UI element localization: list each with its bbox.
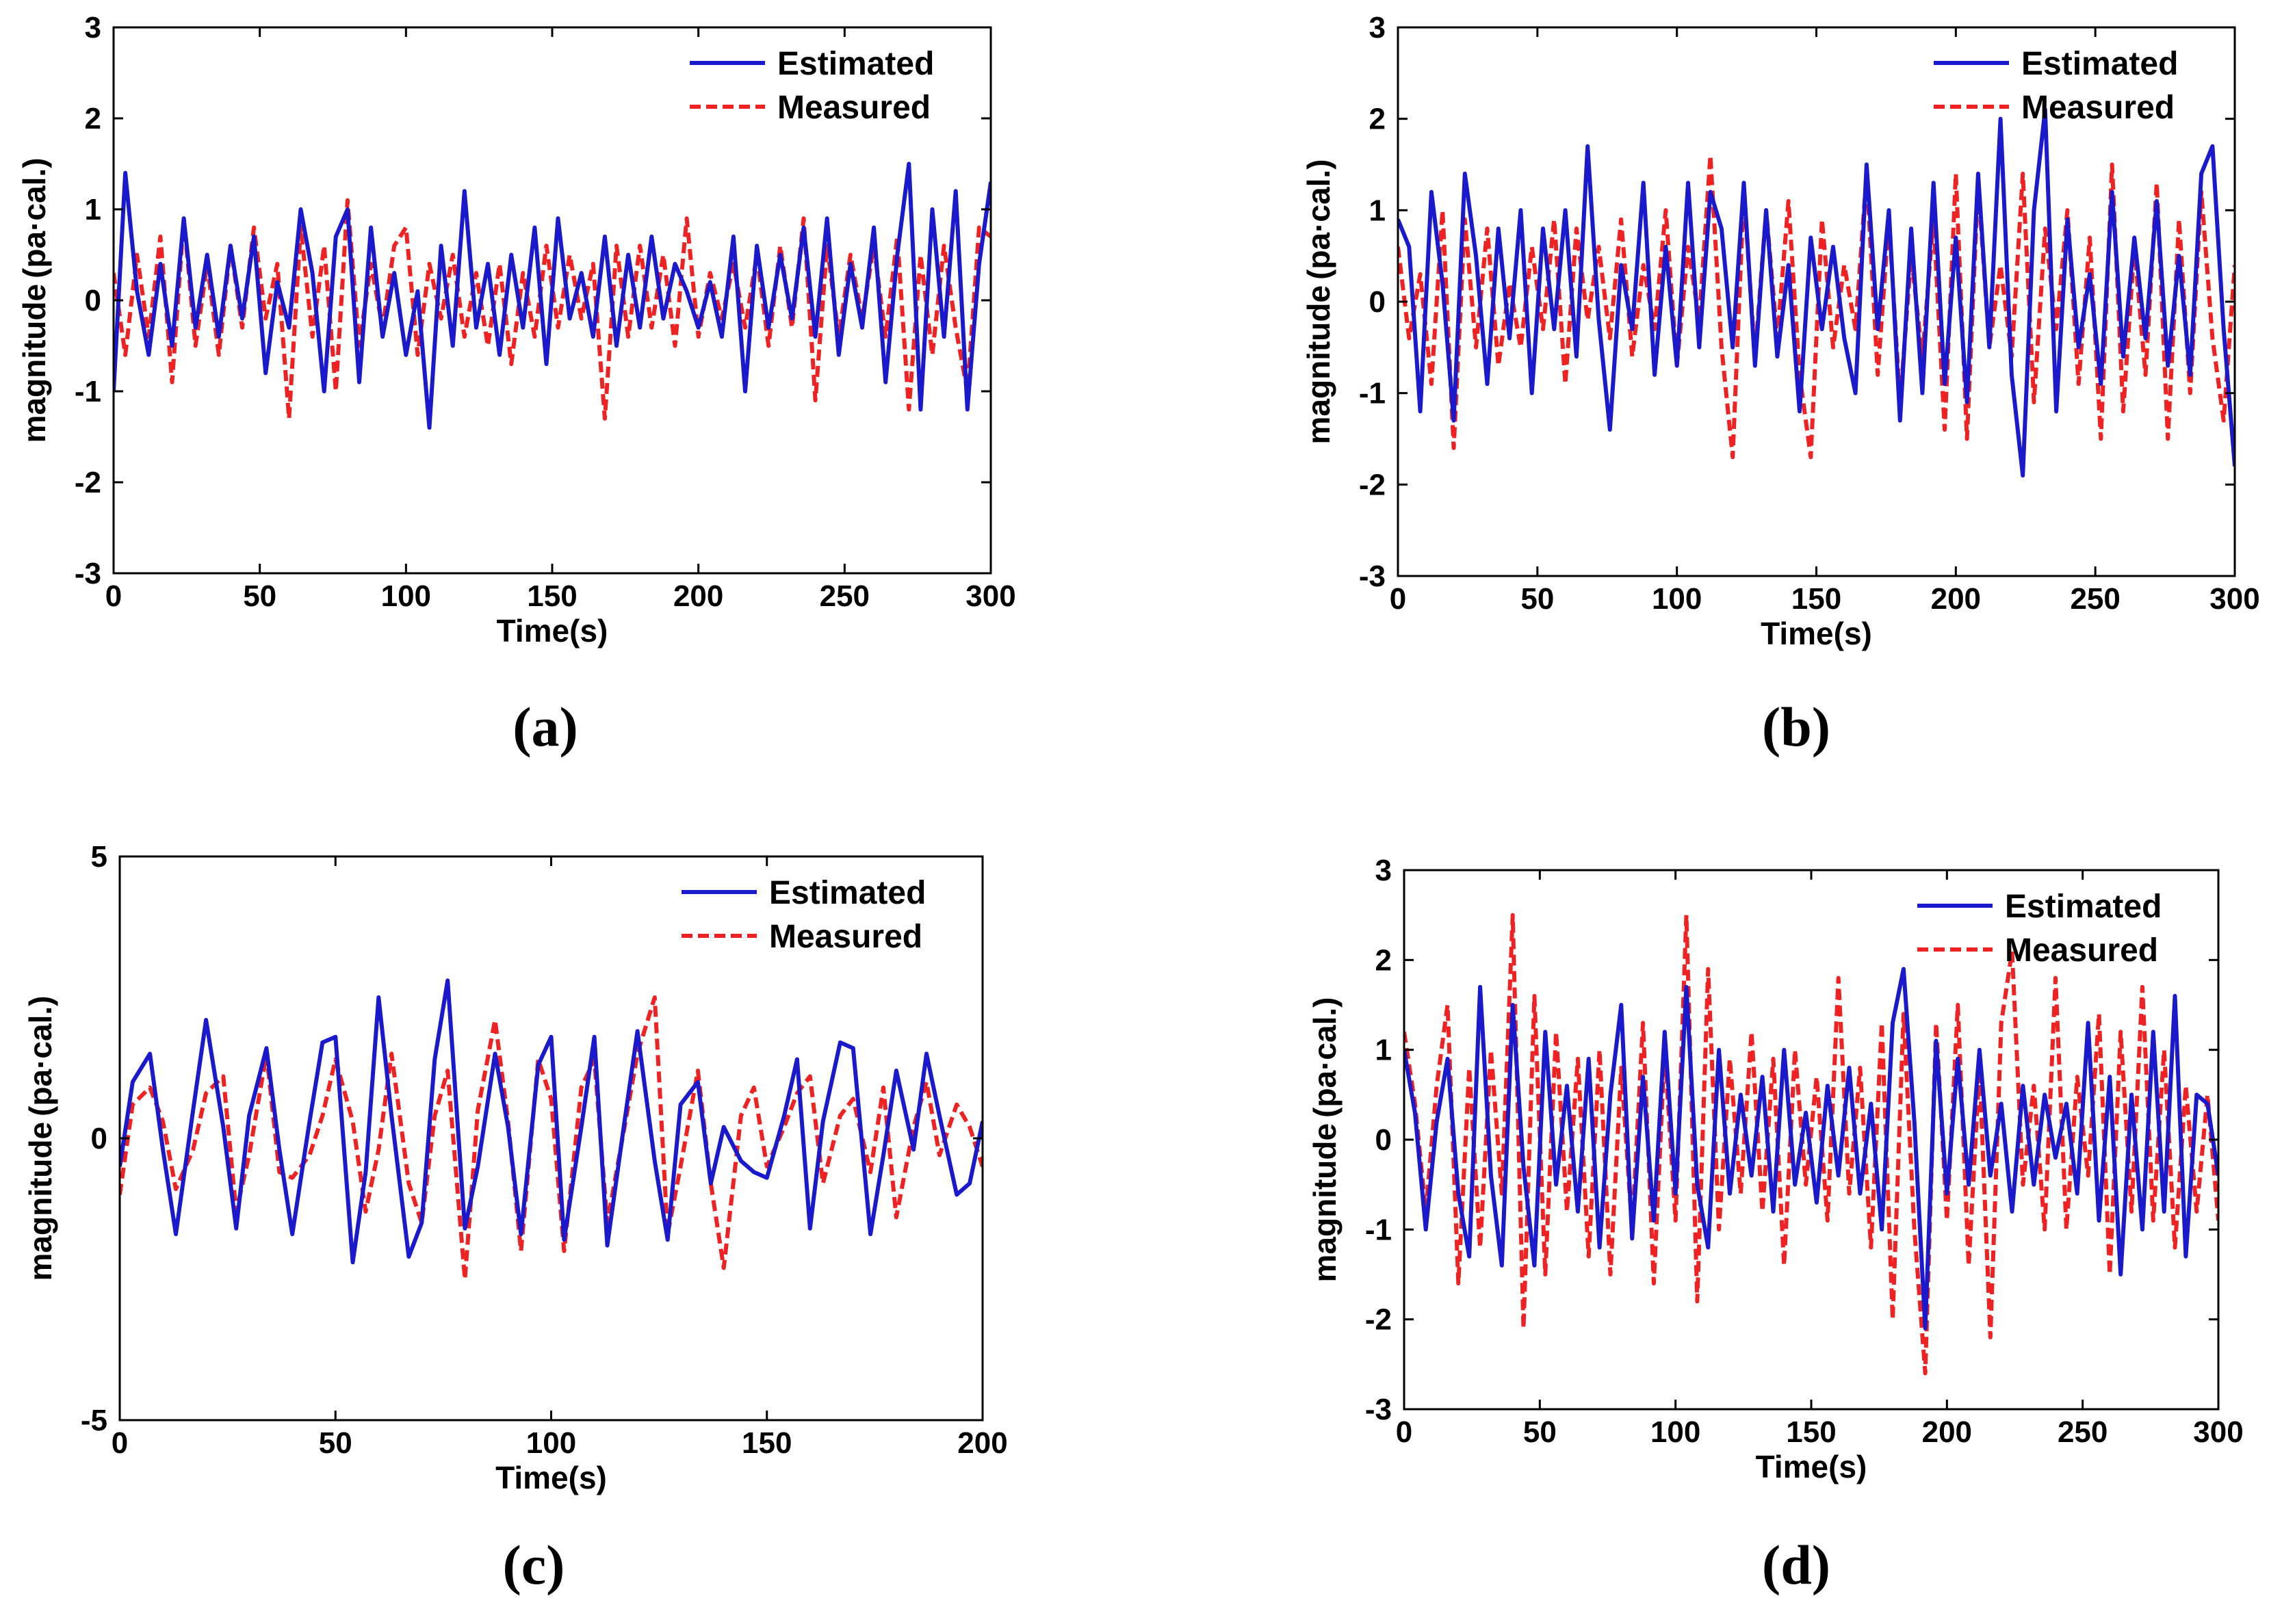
- y-tick-label: -3: [1359, 560, 1386, 593]
- series-line-measured: [1398, 153, 2235, 460]
- x-tick-label: 150: [1786, 1415, 1836, 1449]
- x-tick-label: 50: [319, 1426, 352, 1460]
- x-axis-label: Time(s): [1756, 1449, 1867, 1484]
- x-tick-label: 250: [820, 579, 870, 613]
- series-line-estimated: [1398, 107, 2235, 477]
- y-axis-label: magnitude (pa·cal.): [16, 158, 52, 443]
- chart-panel-d: 0 50 100 150 200 250 300 -3 -2 -1 0 1 2 3 Time(s) magni…: [1307, 854, 2244, 1596]
- panel-caption: (a): [513, 696, 578, 758]
- y-tick-label: 2: [85, 102, 101, 135]
- y-tick-label: 3: [1375, 854, 1392, 887]
- panel-caption: (c): [502, 1534, 565, 1596]
- y-tick-label: -1: [75, 375, 101, 408]
- y-tick-label: -2: [1359, 468, 1386, 501]
- x-tick-label: 250: [2070, 582, 2120, 616]
- y-tick-label: -3: [75, 557, 101, 590]
- y-tick-label: 0: [85, 284, 101, 317]
- x-axis-label: Time(s): [497, 613, 608, 649]
- y-tick-label: 1: [85, 193, 101, 226]
- y-tick-label: 0: [1375, 1123, 1392, 1157]
- y-axis-label-unit: (pa·cal.): [1307, 997, 1343, 1118]
- y-axis-label: magnitude (pa·cal.): [1301, 159, 1336, 445]
- y-tick-label: 3: [1369, 11, 1386, 44]
- y-tick-label: 2: [1369, 103, 1386, 136]
- y-axis-label: magnitude (pa·cal.): [23, 996, 58, 1281]
- x-tick-label: 100: [1652, 582, 1702, 616]
- x-tick-label: 200: [1931, 582, 1981, 616]
- x-tick-label: 200: [673, 579, 723, 613]
- x-tick-label: 50: [243, 579, 276, 613]
- x-tick-label: 50: [1523, 1415, 1557, 1449]
- x-axis-label: Time(s): [495, 1460, 607, 1495]
- x-tick-label: 150: [742, 1426, 792, 1460]
- y-axis-label-name: magnitude: [1307, 1123, 1343, 1283]
- y-axis-label-name: magnitude: [16, 284, 52, 443]
- x-tick-label: 50: [1520, 582, 1554, 616]
- panel-caption: (b): [1762, 696, 1830, 758]
- y-tick-label: -1: [1359, 377, 1386, 410]
- series-line-estimated: [120, 978, 983, 1265]
- chart-panel-c: 0 50 100 150 200-505Time(s)magnitude(pa·cal.…: [23, 840, 1008, 1596]
- legend-label-estimated: Estimated: [777, 46, 934, 82]
- x-tick-label: 150: [1791, 582, 1841, 616]
- chart-panel-b: 0 50 100 150 200 250 300 -3 -2 -1 0 1 2 3 Time(s) magni…: [1301, 11, 2260, 758]
- series-line-estimated: [114, 161, 991, 430]
- x-tick-label: 0: [112, 1426, 128, 1460]
- x-tick-label: 0: [105, 579, 122, 613]
- y-axis-label-name: magnitude: [1301, 285, 1336, 445]
- y-tick-label: 0: [1369, 285, 1386, 319]
- x-axis-label: Time(s): [1761, 616, 1872, 651]
- y-axis-label-unit: (pa·cal.): [16, 158, 52, 278]
- x-tick-label: 250: [2058, 1415, 2108, 1449]
- x-tick-label: 0: [1390, 582, 1406, 616]
- y-axis-label-unit: (pa·cal.): [23, 996, 58, 1116]
- legend-label-measured: Measured: [777, 90, 931, 126]
- x-tick-label: 100: [526, 1426, 576, 1460]
- legend-label-measured: Measured: [769, 919, 922, 955]
- series-line-estimated: [1404, 967, 2218, 1331]
- y-axis-label-name: magnitude: [23, 1122, 58, 1281]
- x-tick-label: 300: [2193, 1415, 2243, 1449]
- legend-label-estimated: Estimated: [769, 875, 926, 911]
- x-tick-label: 100: [381, 579, 431, 613]
- y-tick-label: 2: [1375, 943, 1392, 977]
- y-tick-label: -1: [1365, 1213, 1392, 1246]
- x-tick-label: 200: [1922, 1415, 1972, 1449]
- x-tick-label: 300: [2209, 582, 2259, 616]
- panel-caption: (d): [1762, 1534, 1830, 1596]
- x-tick-label: 100: [1650, 1415, 1700, 1449]
- y-tick-label: 0: [91, 1122, 107, 1155]
- legend-label-estimated: Estimated: [2021, 46, 2178, 82]
- y-tick-label: -2: [1365, 1303, 1392, 1337]
- y-tick-label: 1: [1375, 1034, 1392, 1067]
- x-tick-label: 300: [965, 579, 1015, 613]
- x-tick-label: 150: [527, 579, 577, 613]
- y-tick-label: -3: [1365, 1393, 1392, 1426]
- y-tick-label: -2: [75, 466, 101, 499]
- y-axis-label-unit: (pa·cal.): [1301, 159, 1336, 280]
- y-axis-label: magnitude (pa·cal.): [1307, 997, 1343, 1283]
- y-tick-label: 3: [85, 11, 101, 44]
- y-tick-label: 1: [1369, 194, 1386, 227]
- y-tick-label: -5: [81, 1404, 107, 1437]
- legend-label-measured: Measured: [2005, 932, 2158, 969]
- x-tick-label: 0: [1396, 1415, 1412, 1449]
- chart-panel-a: 0 50 100 150 200 250 300 -3 -2 -1 0 1 2 3 Time(s) magni…: [16, 11, 1016, 758]
- legend-label-measured: Measured: [2021, 90, 2175, 126]
- y-tick-label: 5: [91, 840, 107, 874]
- legend-label-estimated: Estimated: [2005, 889, 2162, 925]
- x-tick-label: 200: [957, 1426, 1007, 1460]
